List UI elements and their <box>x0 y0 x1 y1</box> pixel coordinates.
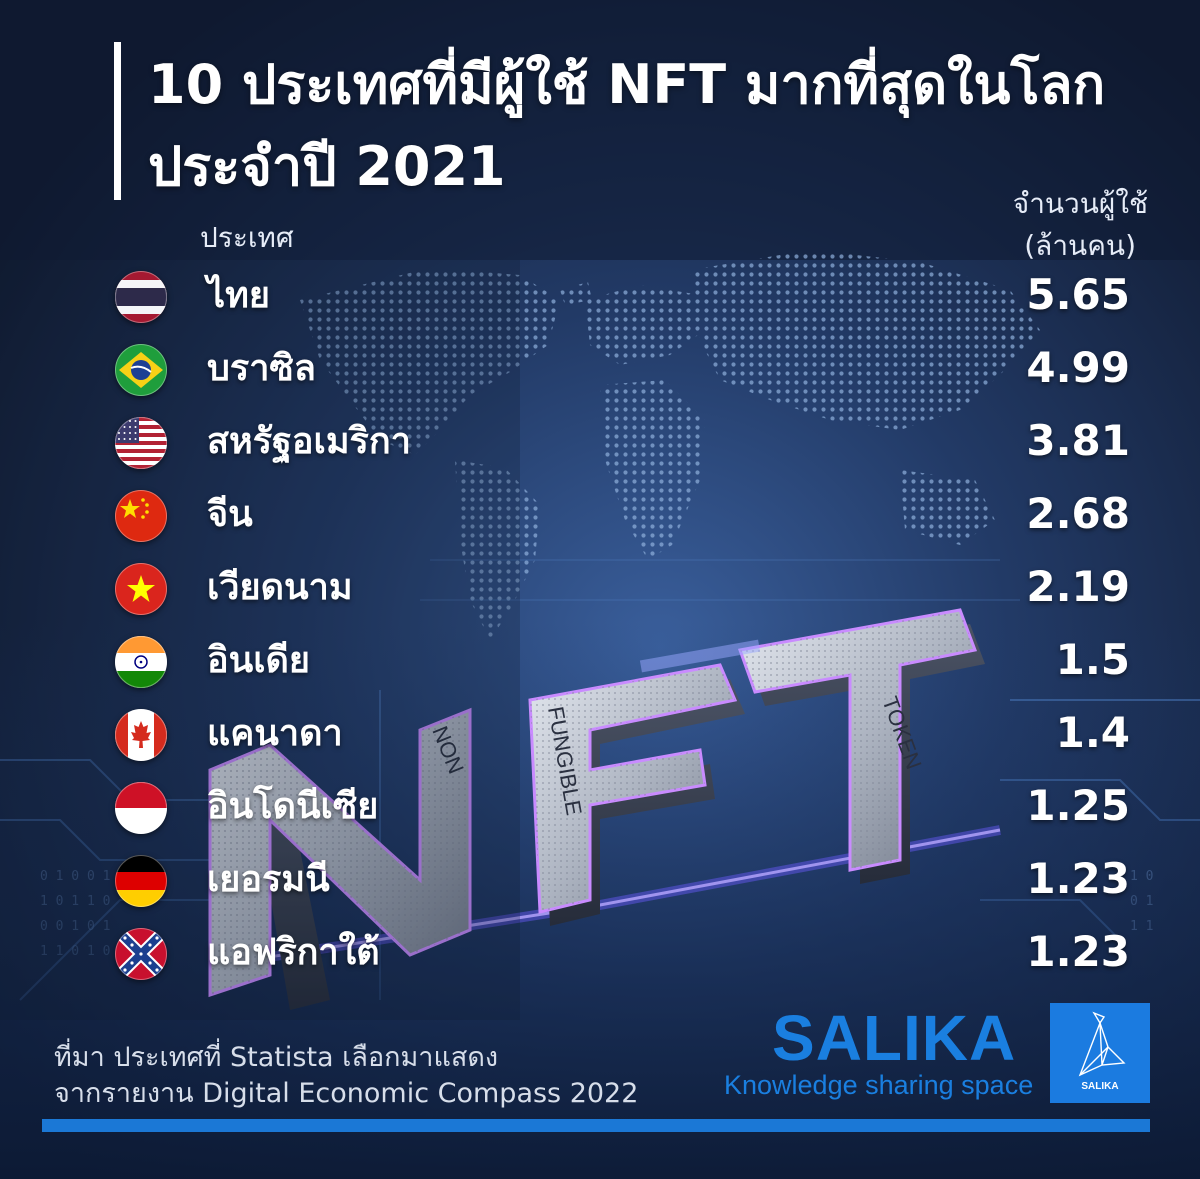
column-header-users-unit: (ล้านคน) <box>1024 229 1136 262</box>
flag-germany-icon <box>115 855 167 907</box>
user-count-value: 3.81 <box>1026 416 1130 465</box>
table-row: จีน 2.68 <box>0 485 1200 547</box>
user-count-value: 1.23 <box>1026 927 1130 976</box>
flag-india-icon <box>115 636 167 688</box>
country-name: เวียดนาม <box>207 567 353 608</box>
title-accent-bar <box>114 42 121 200</box>
user-count-value: 2.19 <box>1026 562 1130 611</box>
page-title-line-1: 10 ประเทศที่มีผู้ใช้ NFT มากที่สุดในโลก <box>148 53 1106 116</box>
badge-label: SALIKA <box>1081 1081 1118 1092</box>
nft-3d-letters: NON FUNGIBLE TOKEN <box>208 608 1001 1010</box>
country-name: อินเดีย <box>207 640 311 681</box>
user-count-value: 1.23 <box>1026 854 1130 903</box>
page-title-line-2: ประจำปี 2021 <box>148 135 506 198</box>
flag-china-icon <box>115 490 167 542</box>
flag-indonesia-icon <box>115 782 167 834</box>
country-name: สหรัฐอเมริกา <box>207 421 411 462</box>
table-row: อินโดนีเซีย 1.25 <box>0 777 1200 839</box>
user-count-value: 4.99 <box>1026 343 1130 392</box>
flag-brazil-icon <box>115 344 167 396</box>
column-header-users: จำนวนผู้ใช้ <box>1012 187 1148 220</box>
user-count-value: 1.25 <box>1026 781 1130 830</box>
table-row: เวียดนาม 2.19 <box>0 558 1200 620</box>
flag-thailand-icon <box>115 271 167 323</box>
table-row: แคนาดา 1.4 <box>0 704 1200 766</box>
country-name: จีน <box>207 494 253 535</box>
country-name: แคนาดา <box>207 713 343 754</box>
brand-wordmark: SALIKA <box>772 1002 1017 1074</box>
letter-t-shape: TOKEN <box>737 608 985 884</box>
user-count-value: 2.68 <box>1026 489 1130 538</box>
table-row: แอฟริกาใต้ 1.23 <box>0 923 1200 985</box>
letter-f-shape: FUNGIBLE <box>528 663 745 926</box>
source-note-line-2: จากรายงาน Digital Economic Compass 2022 <box>54 1078 639 1109</box>
column-header-country: ประเทศ <box>200 221 294 254</box>
flag-usa-icon <box>115 417 167 469</box>
source-note-line-1: ที่มา ประเทศที่ Statista เลือกมาแสดง <box>54 1042 499 1073</box>
user-count-value: 5.65 <box>1026 270 1130 319</box>
flag-south-africa-icon <box>115 928 167 980</box>
country-name: เยอรมนี <box>207 859 330 900</box>
table-row: สหรัฐอเมริกา 3.81 <box>0 412 1200 474</box>
flag-canada-icon <box>115 709 167 761</box>
country-name: บราซิล <box>207 348 316 389</box>
bird-logo-icon: SALIKA <box>1050 1003 1150 1103</box>
flag-vietnam-icon <box>115 563 167 615</box>
brand-tagline: Knowledge sharing space <box>724 1070 1034 1100</box>
country-name: ไทย <box>207 275 270 316</box>
table-row: เยอรมนี 1.23 <box>0 850 1200 912</box>
table-row: อินเดีย 1.5 <box>0 631 1200 693</box>
country-name: อินโดนีเซีย <box>207 786 379 827</box>
user-count-value: 1.5 <box>1055 635 1130 684</box>
table-row: บราซิล 4.99 <box>0 339 1200 401</box>
user-count-value: 1.4 <box>1055 708 1130 757</box>
country-name: แอฟริกาใต้ <box>207 932 380 973</box>
table-row: ไทย 5.65 <box>0 266 1200 328</box>
letter-n-shape: NON <box>208 707 472 1010</box>
footer-divider <box>42 1119 1150 1132</box>
